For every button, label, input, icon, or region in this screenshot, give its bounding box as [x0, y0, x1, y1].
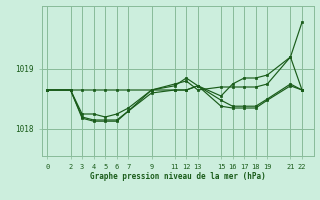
X-axis label: Graphe pression niveau de la mer (hPa): Graphe pression niveau de la mer (hPa) [90, 172, 266, 181]
